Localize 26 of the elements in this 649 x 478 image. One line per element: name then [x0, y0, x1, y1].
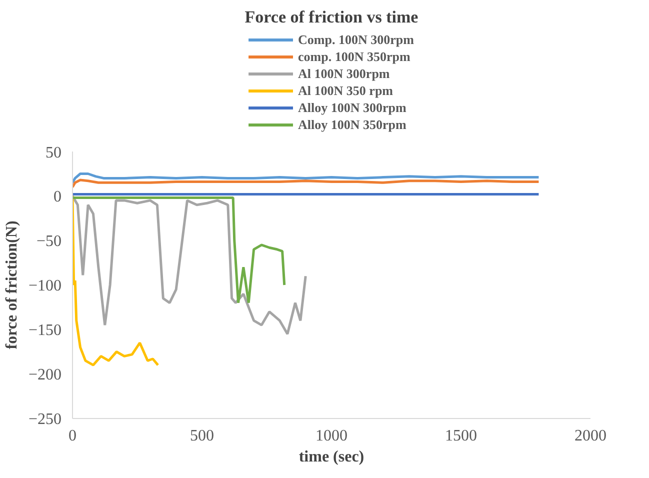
line-series	[72, 178, 540, 188]
x-tick-label: 1500	[445, 428, 477, 444]
chart-title: Force of friction vs time	[244, 8, 419, 26]
line-series	[72, 194, 160, 366]
y-tick-label: −150	[28, 322, 62, 339]
legend-label: Comp. 100N 300rpm	[298, 31, 414, 48]
y-tick-label: −100	[28, 278, 62, 294]
legend-label: Al 100N 300rpm	[298, 65, 390, 82]
y-tick-label: −50	[36, 233, 62, 250]
legend-label: Al 100N 350 rpm	[298, 82, 394, 99]
y-axis-title: force of friction(N)	[3, 220, 20, 350]
legend-label: comp. 100N 350rpm	[298, 48, 410, 65]
line-series	[72, 172, 540, 184]
y-tick-label: −250	[28, 411, 62, 428]
legend-label: Alloy 100N 350rpm	[298, 116, 406, 133]
line-series	[72, 194, 307, 336]
y-tick-label: −200	[28, 366, 62, 384]
x-tick-label: 2000	[574, 428, 606, 444]
x-tick-label: 1000	[316, 428, 348, 444]
x-axis-title: time (sec)	[298, 448, 364, 466]
y-tick-label: 0	[54, 188, 62, 206]
line-series	[72, 196, 286, 304]
x-tick-label: 500	[190, 428, 214, 444]
legend-label: Alloy 100N 300rpm	[298, 99, 406, 116]
y-tick-label: 50	[46, 144, 62, 162]
x-tick-label: 0	[68, 428, 76, 444]
